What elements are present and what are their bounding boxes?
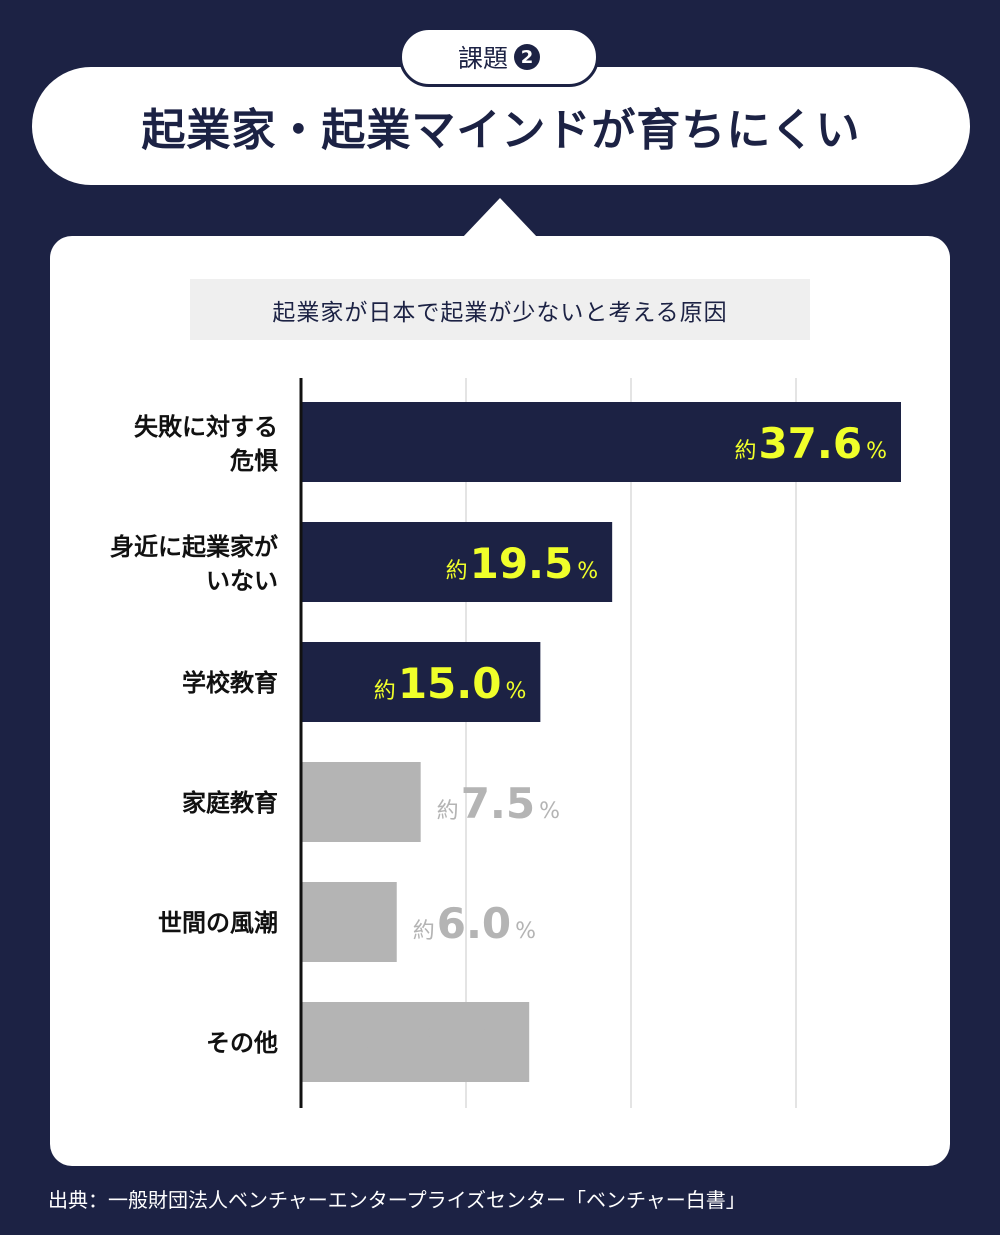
chart-title: 起業家が日本で起業が少ないと考える原因 — [190, 279, 810, 340]
category-label-1: 失敗に対する危惧 — [134, 413, 278, 475]
value-label-4: 約7.5% — [437, 779, 560, 828]
page-title: 起業家・起業マインドが育ちにくい — [141, 105, 861, 156]
value-label-3: 約15.0% — [374, 659, 527, 708]
issue-badge: 課題 2 — [399, 27, 599, 87]
bar-6 — [301, 1002, 530, 1082]
source-note: 出典：一般財団法人ベンチャーエンタープライズセンター「ベンチャー白書」 — [48, 1188, 746, 1212]
value-label-2: 約19.5% — [446, 539, 599, 588]
category-label-2: 身近に起業家がいない — [110, 533, 278, 595]
category-label-4: 家庭教育 — [182, 789, 278, 817]
badge-number: 2 — [514, 44, 540, 70]
bar-2 — [301, 522, 613, 602]
category-label-3: 学校教育 — [182, 669, 278, 697]
value-label-1: 約37.6% — [734, 419, 887, 468]
value-label-6: 約14.3% — [363, 1019, 516, 1068]
bar-3 — [301, 642, 541, 722]
value-label-5: 約6.0% — [413, 899, 536, 948]
bar-4 — [301, 762, 421, 842]
bar-5 — [301, 882, 397, 962]
category-label-6: その他 — [206, 1029, 278, 1057]
badge-label: 課題 — [457, 44, 508, 73]
bar-1 — [301, 402, 901, 482]
speech-pointer — [462, 198, 538, 238]
category-label-5: 世間の風潮 — [158, 909, 278, 937]
